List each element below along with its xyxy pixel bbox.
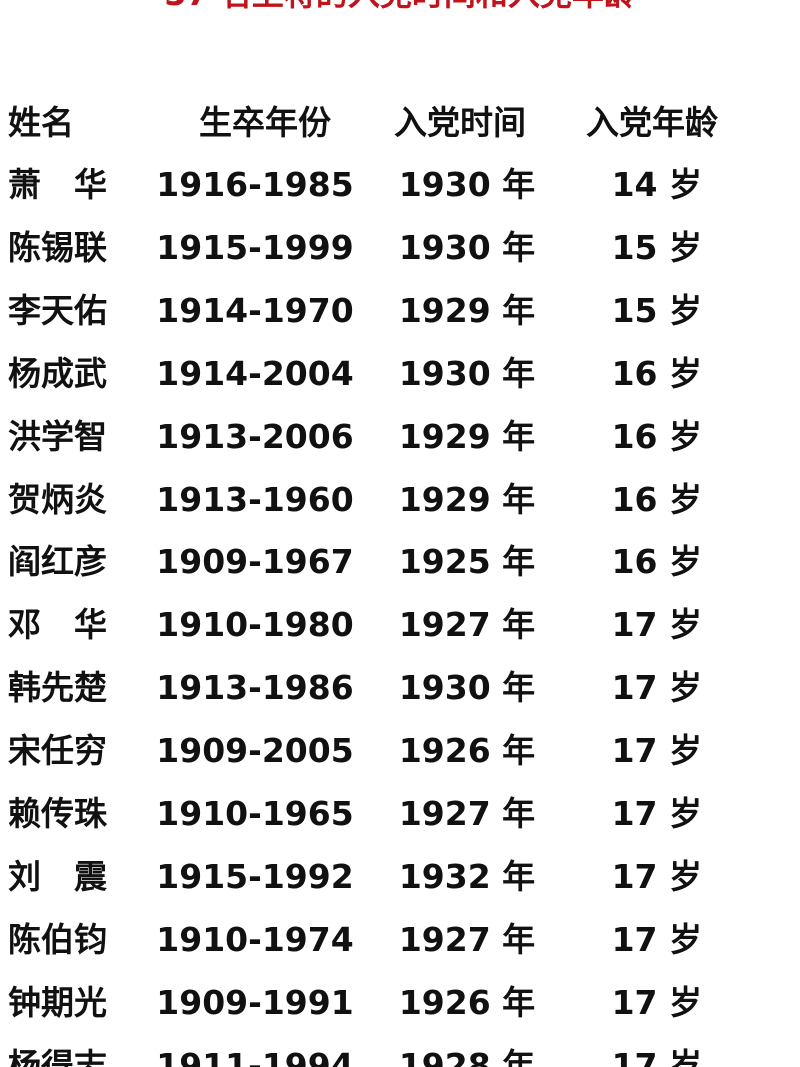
- table-cell: 杨得志: [8, 1045, 107, 1067]
- table-cell: 赖传珠: [8, 794, 107, 833]
- table-cell: 1930 年: [398, 353, 536, 393]
- table-cell: 杨成武: [8, 353, 107, 393]
- table-cell: 贺炳炎: [8, 479, 107, 519]
- column-header: 姓名: [8, 103, 74, 142]
- table-cell: 1929 年: [398, 290, 536, 330]
- table-cell: 刘 震: [8, 856, 107, 896]
- table-cell: 1930 年: [398, 227, 536, 267]
- table-cell: 17 岁: [611, 794, 702, 833]
- table-cell: 1914-1970: [156, 290, 354, 330]
- column-header: 生卒年份: [199, 103, 331, 142]
- table-cell: 邓 华: [8, 605, 107, 645]
- table-cell: 宋任穷: [8, 731, 107, 771]
- table-cell: 16 岁: [611, 353, 702, 393]
- column-header: 入党时间: [394, 103, 526, 142]
- title: 57 名上将的入党时间和入党年龄: [0, 0, 800, 14]
- table-cell: 1909-1967: [156, 542, 354, 582]
- table-cell: 1926 年: [398, 982, 536, 1022]
- table-cell: 17 岁: [611, 982, 702, 1022]
- table-cell: 1927 年: [398, 794, 536, 833]
- table-cell: 洪学智: [8, 416, 107, 456]
- table-cell: 1909-1991: [156, 982, 354, 1022]
- table-cell: 1914-2004: [156, 353, 354, 393]
- table-cell: 陈锡联: [8, 227, 107, 267]
- table-cell: 15 岁: [611, 227, 702, 267]
- table-cell: 1926 年: [398, 731, 536, 771]
- table-cell: 1925 年: [398, 542, 536, 582]
- table-cell: 1913-1960: [156, 479, 354, 519]
- table-cell: 1911-1994: [156, 1045, 354, 1067]
- table-cell: 1930 年: [398, 668, 536, 708]
- table-cell: 1910-1974: [156, 919, 354, 959]
- table-cell: 17 岁: [611, 1045, 702, 1067]
- table-cell: 1913-1986: [156, 668, 354, 708]
- table-cell: 17 岁: [611, 668, 702, 708]
- table-cell: 1910-1980: [156, 605, 354, 645]
- table-cell: 1930 年: [398, 165, 536, 204]
- table-cell: 1927 年: [398, 919, 536, 959]
- table-cell: 1913-2006: [156, 416, 354, 456]
- table-cell: 16 岁: [611, 542, 702, 582]
- table-cell: 1929 年: [398, 479, 536, 519]
- table-cell: 1910-1965: [156, 794, 354, 833]
- column-header: 入党年龄: [586, 103, 718, 142]
- table-cell: 14 岁: [611, 165, 702, 204]
- table-cell: 17 岁: [611, 919, 702, 959]
- table-cell: 1929 年: [398, 416, 536, 456]
- table-cell: 1928 年: [398, 1045, 536, 1067]
- table-cell: 1909-2005: [156, 731, 354, 771]
- table-cell: 李天佑: [8, 290, 107, 330]
- table-cell: 17 岁: [611, 731, 702, 771]
- table-cell: 17 岁: [611, 605, 702, 645]
- table-cell: 钟期光: [8, 982, 107, 1022]
- table-cell: 陈伯钧: [8, 919, 107, 959]
- table-cell: 韩先楚: [8, 668, 107, 708]
- table-cell: 1927 年: [398, 605, 536, 645]
- table-cell: 15 岁: [611, 290, 702, 330]
- table-cell: 1915-1992: [156, 856, 354, 896]
- table-cell: 萧 华: [8, 165, 107, 204]
- table-cell: 1915-1999: [156, 227, 354, 267]
- table-cell: 16 岁: [611, 416, 702, 456]
- table-cell: 1916-1985: [156, 165, 354, 204]
- table-cell: 17 岁: [611, 856, 702, 896]
- table-cell: 16 岁: [611, 479, 702, 519]
- table-cell: 阎红彦: [8, 542, 107, 582]
- table-cell: 1932 年: [398, 856, 536, 896]
